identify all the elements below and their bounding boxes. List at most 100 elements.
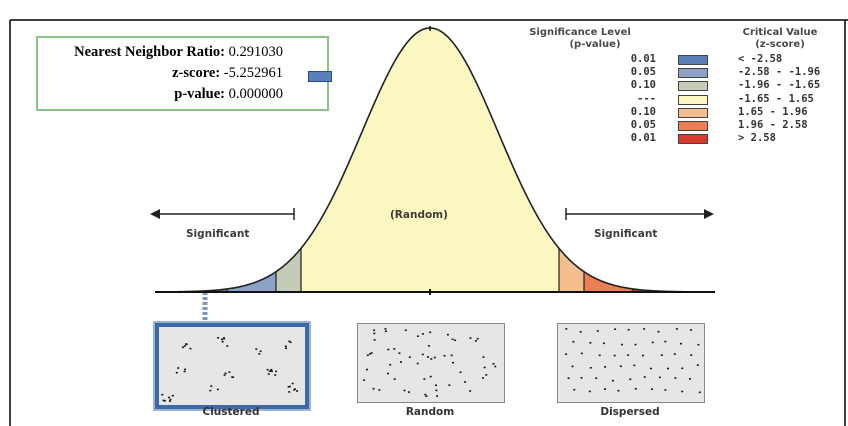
point-dot [667,367,669,370]
point-dot [223,337,226,340]
point-dot [183,345,186,347]
point-dot [288,385,291,388]
point-dot [407,391,410,393]
point-dot [258,353,261,355]
point-dot [681,390,684,393]
point-dot [469,337,472,339]
point-dot [571,365,574,368]
legend-z-range: 1.96 - 2.58 [738,119,808,131]
point-dot [596,330,599,332]
point-dot [611,379,614,382]
point-dot [634,388,637,390]
point-dot [168,396,170,399]
point-dot [209,389,212,392]
point-dot [660,354,663,356]
point-dot [492,363,495,365]
point-dot [291,382,294,385]
curve-region [276,248,301,292]
point-dot [285,347,287,349]
point-dot [614,328,617,330]
point-dot [643,376,646,378]
point-dot [373,339,376,341]
point-dot [423,378,426,380]
point-dot [690,329,693,331]
point-dot [162,399,165,402]
point-dot [690,354,693,356]
clustered-pattern [155,323,309,409]
point-dot [572,340,575,343]
point-dot [696,364,699,366]
point-dot [184,368,187,371]
legend-swatch [678,107,708,118]
point-dot [674,377,677,379]
point-dot [270,368,273,371]
legend-p-value: 0.01 [630,132,656,145]
point-dot [494,365,497,368]
point-dot [680,342,682,345]
point-dot [288,340,291,343]
critical-header: Critical Value (z-score) [720,27,840,51]
point-dot [651,388,653,390]
point-dot [650,367,652,370]
point-dot [168,400,171,402]
p-value-label: p-value: [174,86,225,102]
point-dot [604,388,606,390]
point-dot [598,354,601,357]
point-dot [398,352,401,354]
significance-header-line1: Significance Level [529,27,631,38]
significance-header: Significance Level (p-value) [500,27,660,51]
legend-p-value: 0.05 [630,119,656,131]
point-dot [642,354,644,357]
point-dot [483,366,486,369]
critical-header-line2: (z-score) [755,39,805,50]
right-significant-label: Significant [594,228,658,240]
point-dot [664,389,667,391]
point-dot [171,394,174,397]
point-dot [613,354,616,357]
point-dot [579,331,582,333]
point-dot [416,362,419,365]
point-dot [294,388,296,390]
point-dot [403,389,406,392]
point-dot [675,328,678,330]
legend-p-value: 0.10 [630,79,656,92]
point-dot [430,358,433,360]
legend-swatch [678,94,708,105]
point-dot [588,390,591,393]
point-dot [363,379,366,381]
left-significant-label: Significant [186,228,250,240]
point-dot [287,386,290,388]
point-dot [425,395,428,397]
point-dot [436,395,439,397]
legend-z-range: -1.96 - -1.65 [738,79,821,92]
point-dot [435,384,437,387]
legend-swatch [678,121,708,131]
point-dot [446,333,449,336]
point-dot [259,350,262,353]
point-dot [221,338,223,341]
point-dot [589,367,592,369]
point-dot [370,352,373,354]
legend-p-value: 0.01 [630,53,656,65]
point-dot [366,354,369,357]
point-dot [183,370,186,373]
point-dot [565,328,568,330]
point-dot [433,356,436,359]
point-dot [450,354,453,357]
right-arrow [565,208,714,220]
legend-z-range: -1.65 - 1.65 [738,92,814,105]
legend-z-range: > 2.58 [738,132,776,145]
point-dot [474,340,477,342]
point-dot [627,328,630,331]
point-dot [223,374,226,376]
point-dot [293,389,296,391]
nnr-value: 0.291030 [228,44,283,60]
point-dot [681,367,684,370]
legend-p-value: --- [637,92,656,105]
random-pattern [357,323,505,403]
z-score-value: -5.252961 [223,65,283,81]
point-dot [181,346,184,349]
dispersed-label: Dispersed [600,406,660,418]
stats-box: Nearest Neighbor Ratio: 0.291030 z-score… [36,36,332,111]
